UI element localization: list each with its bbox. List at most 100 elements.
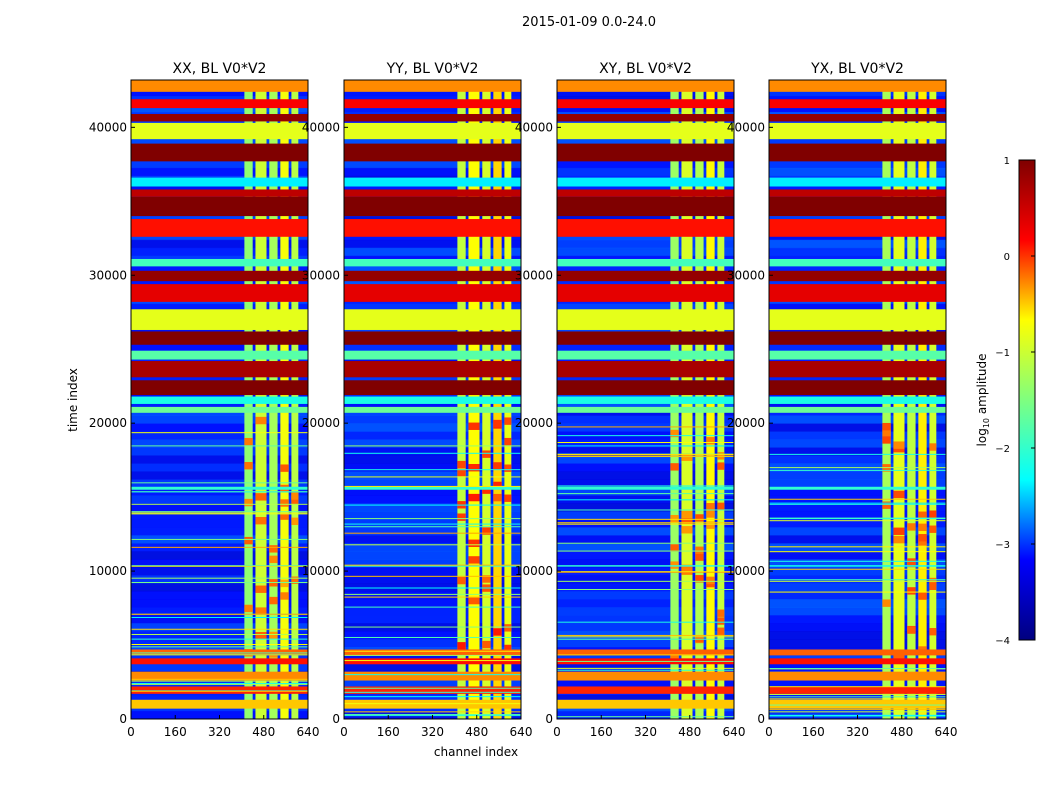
heatmap-stripe xyxy=(769,467,946,469)
x-tick-label: 0 xyxy=(340,725,348,739)
heatmap-noise-row xyxy=(557,439,734,448)
heatmap-noise-row xyxy=(769,551,946,560)
colorbar-tick-label: 1 xyxy=(1004,156,1010,167)
heatmap-hotspot xyxy=(244,604,253,613)
heatmap-stripe xyxy=(131,628,308,630)
heatmap-hotspot xyxy=(670,514,679,523)
heatmap-stripe xyxy=(131,511,308,513)
heatmap-noise-row xyxy=(557,391,734,400)
y-tick-label: 40000 xyxy=(302,120,340,134)
heatmap-noise-row xyxy=(557,543,734,552)
heatmap-stripe xyxy=(344,687,521,689)
heatmap-time-band xyxy=(344,99,521,109)
heatmap-noise-row xyxy=(344,551,521,560)
heatmap-noise-row xyxy=(344,495,521,504)
heatmap-noise-row xyxy=(769,487,946,496)
heatmap-stripe xyxy=(769,686,946,688)
heatmap-hotspot xyxy=(280,579,289,588)
heatmap-noise-row xyxy=(344,183,521,193)
heatmap-time-band xyxy=(557,686,734,694)
x-tick-label: 320 xyxy=(208,725,231,739)
heatmap-noise-row xyxy=(557,463,734,472)
heatmap-time-band xyxy=(131,350,308,360)
heatmap-noise-row xyxy=(557,551,734,560)
heatmap-time-band xyxy=(344,80,521,92)
heatmap-hotspot xyxy=(269,545,278,553)
heatmap-noise-row xyxy=(769,503,946,512)
heatmap-stripe xyxy=(131,538,308,540)
heatmap-stripe xyxy=(769,708,946,710)
heatmap-noise-row xyxy=(344,167,521,177)
y-tick-label: 40000 xyxy=(727,120,765,134)
x-tick-label: 0 xyxy=(765,725,773,739)
heatmap-time-band xyxy=(769,309,946,330)
heatmap-stripe xyxy=(344,650,521,652)
heatmap-stripe xyxy=(557,445,734,447)
heatmap-time-band xyxy=(769,258,946,267)
heatmap-noise-row xyxy=(769,431,946,440)
heatmap-hotspot xyxy=(681,517,693,525)
colorbar-tick-label: 0 xyxy=(1004,252,1010,263)
heatmap-hotspot xyxy=(468,596,480,605)
heatmap-noise-row xyxy=(557,447,734,456)
heatmap-hotspot xyxy=(468,463,480,472)
heatmap-hotspot xyxy=(893,527,905,535)
heatmap-time-band xyxy=(131,686,308,694)
heatmap-noise-row xyxy=(557,615,734,624)
heatmap-time-band xyxy=(131,406,308,413)
heatmap-stripe xyxy=(344,452,521,454)
heatmap-time-band xyxy=(557,122,734,140)
heatmap-noise-row xyxy=(131,663,308,672)
heatmap-time-band xyxy=(131,99,308,109)
heatmap-noise-row xyxy=(769,103,946,113)
heatmap-noise-row xyxy=(557,479,734,488)
x-tick-label: 0 xyxy=(553,725,561,739)
x-tick-label: 160 xyxy=(164,725,187,739)
x-tick-label: 0 xyxy=(127,725,135,739)
x-tick-label: 640 xyxy=(935,725,958,739)
heatmap-stripe xyxy=(557,455,734,457)
heatmap-noise-row xyxy=(557,591,734,600)
heatmap-time-band xyxy=(769,270,946,282)
heatmap-noise-row xyxy=(131,87,308,97)
heatmap-noise-row xyxy=(769,567,946,576)
heatmap-time-band xyxy=(344,122,521,140)
heatmap-time-band xyxy=(131,189,308,197)
heatmap-noise-row xyxy=(769,455,946,464)
heatmap-hotspot xyxy=(670,544,679,552)
heatmap-noise-row xyxy=(557,415,734,424)
heatmap-hotspot xyxy=(493,462,502,470)
heatmap-hotspot xyxy=(504,417,512,425)
x-tick-label: 320 xyxy=(421,725,444,739)
heatmap-panel: XX, BL V0*V2 0 160 320 480 640 0 10000 20000 3000… xyxy=(89,61,320,739)
heatmap-time-band xyxy=(344,219,521,237)
heatmap-noise-row xyxy=(344,415,521,424)
heatmap-noise-row xyxy=(344,423,521,432)
heatmap-hotspot xyxy=(291,517,299,525)
heatmap-noise-row xyxy=(557,135,734,145)
heatmap-noise-row xyxy=(769,167,946,177)
heatmap-noise-row xyxy=(557,279,734,289)
x-tick-label: 160 xyxy=(377,725,400,739)
heatmap-hotspot xyxy=(670,561,679,569)
heatmap-stripe xyxy=(344,476,521,478)
heatmap-noise-row xyxy=(344,239,521,249)
heatmap-hotspot xyxy=(504,494,512,502)
heatmap-hotspot xyxy=(482,486,491,494)
heatmap-noise-row xyxy=(131,527,308,536)
heatmap-hotspot xyxy=(670,463,679,471)
y-tick-label: 30000 xyxy=(302,268,340,282)
heatmap-stripe xyxy=(557,426,734,428)
heatmap-noise-row xyxy=(769,423,946,432)
heatmap-time-band xyxy=(131,196,308,217)
heatmap-noise-row xyxy=(344,447,521,456)
heatmap-hotspot xyxy=(504,464,512,472)
heatmap-time-band xyxy=(557,486,734,490)
heatmap-hotspot xyxy=(457,513,466,521)
heatmap-noise-row xyxy=(131,447,308,456)
heatmap-stripe xyxy=(769,696,946,698)
heatmap-noise-row xyxy=(344,519,521,528)
heatmap-stripe xyxy=(344,596,521,598)
heatmap-time-band xyxy=(344,565,521,567)
heatmap-noise-row xyxy=(557,159,734,169)
